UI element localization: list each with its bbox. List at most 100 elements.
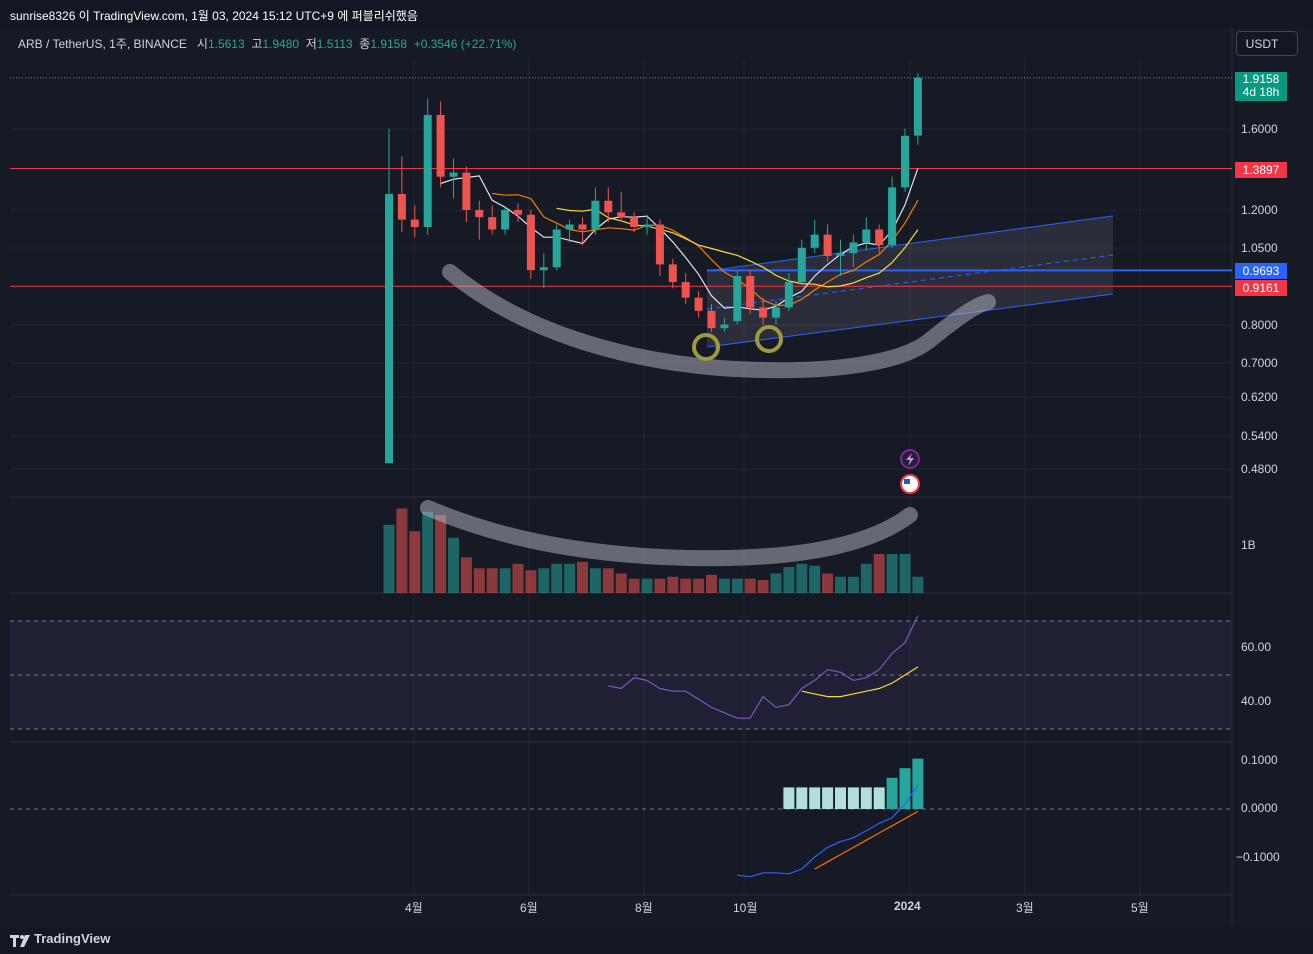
volume-bar (538, 568, 550, 593)
volume-bar (396, 508, 408, 593)
volume-bar (564, 563, 576, 593)
volume-bar (693, 578, 705, 593)
candle-body (385, 193, 393, 464)
candle-body (681, 282, 690, 298)
candle-body (539, 267, 548, 271)
macd-histogram-bar (796, 787, 808, 809)
currency-button[interactable]: USDT (1236, 31, 1298, 56)
volume-bar (448, 537, 459, 593)
candle-body (449, 172, 458, 177)
us-flag-canton-icon (904, 479, 910, 484)
bottom-marker-circle (692, 333, 720, 361)
volume-bar (460, 557, 472, 593)
volume-bar (796, 563, 808, 593)
channel-upper-line (706, 215, 1114, 272)
macd-histogram-bar (809, 787, 821, 809)
candle-body (501, 210, 510, 230)
macd-tick: 0.1000 (1241, 753, 1278, 767)
high-label: 고 (251, 37, 263, 51)
volume-bar (847, 576, 859, 593)
candle-body (836, 253, 845, 256)
channel-fill (707, 216, 1113, 347)
bar-countdown: 4d 18h (1242, 85, 1280, 99)
volume-bar (409, 531, 421, 593)
symbol-legend[interactable]: ARB / TetherUS, 1주, BINANCE 시1.5613 고1.9… (18, 35, 516, 52)
macd-histogram-bar (835, 787, 846, 809)
volume-bar (577, 561, 588, 593)
candle-body (784, 282, 793, 308)
volume-bar (718, 578, 730, 593)
candle-body (436, 114, 445, 177)
candle-body (849, 242, 858, 254)
last-price-value: 1.9158 (1242, 72, 1280, 86)
lightning-glyph-icon (906, 453, 914, 466)
volume-bar (783, 567, 795, 593)
high-value: 1.9480 (262, 37, 300, 51)
low-label: 저 (305, 37, 317, 51)
chart-frame[interactable] (0, 28, 1313, 926)
bottom-marker-circle (755, 325, 783, 353)
time-tick-year: 2024 (894, 899, 921, 913)
time-tick: 8월 (635, 901, 653, 915)
price-tick: 1.2000 (1241, 203, 1278, 217)
candle-body (410, 219, 419, 227)
volume-bar (731, 578, 743, 593)
candle-body (707, 310, 716, 329)
macd-signal-line (814, 810, 919, 870)
publish-info: sunrise8326 이 TradingView.com, 1월 03, 20… (10, 9, 418, 23)
volume-bar (886, 554, 898, 593)
price-tick: 0.4800 (1241, 462, 1278, 476)
volume-bar (873, 554, 885, 593)
symbol-title[interactable]: ARB / TetherUS, 1주, BINANCE (18, 37, 187, 51)
candle-body (591, 200, 600, 230)
footer-bar: TradingView (0, 926, 1313, 954)
macd-histogram-bar (847, 787, 859, 809)
volume-bar (641, 578, 653, 593)
macd-histogram-bar (822, 787, 834, 809)
volume-cup-stroke (420, 500, 918, 567)
time-tick: 4월 (405, 901, 423, 915)
price-tick: 0.8000 (1241, 318, 1278, 332)
volume-bar (628, 578, 640, 593)
macd-tick: 0.0000 (1241, 801, 1278, 815)
candle-body (862, 229, 871, 243)
volume-bar (899, 554, 911, 593)
price-tick: 0.5400 (1241, 429, 1278, 443)
candle-body (604, 200, 613, 213)
candle-body (423, 114, 432, 227)
volume-bar (757, 580, 769, 593)
hline-tag-1: 1.3897 (1235, 162, 1287, 178)
candle-body (797, 247, 806, 283)
ma-mid-line (492, 192, 919, 306)
tradingview-logo-icon (10, 935, 30, 947)
hline-tag-2: 0.9693 (1235, 263, 1287, 279)
volume-bar (835, 576, 846, 593)
volume-bar (499, 568, 511, 593)
footer-brand[interactable]: TradingView (34, 931, 111, 946)
candle-body (901, 135, 909, 188)
candle-body (733, 276, 742, 322)
candle-body (397, 193, 406, 220)
volume-bar (654, 578, 666, 593)
volume-bar (809, 565, 821, 593)
macd-histogram-bar (899, 768, 911, 809)
volume-bar (525, 570, 537, 593)
macd-histogram-bar (886, 777, 898, 809)
candle-body (514, 210, 522, 215)
low-value: 1.5113 (316, 37, 353, 51)
candle-body (875, 229, 884, 246)
rsi-tick: 60.00 (1241, 640, 1272, 654)
volume-bar (667, 576, 679, 593)
candle-body (578, 224, 587, 230)
volume-bar (822, 573, 834, 593)
candle-body (475, 210, 484, 218)
volume-bar (551, 563, 563, 593)
candle-body (888, 187, 897, 246)
candle-body (488, 217, 497, 230)
rsi-ma-line (801, 666, 919, 698)
volume-bar (422, 511, 434, 593)
candle-body (617, 212, 626, 218)
time-tick: 6월 (520, 901, 538, 915)
volume-bar (912, 576, 924, 593)
